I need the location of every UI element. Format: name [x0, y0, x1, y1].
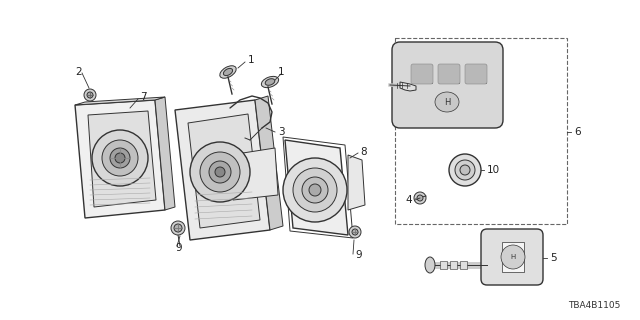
Text: 9: 9	[175, 243, 182, 253]
Text: H: H	[444, 98, 450, 107]
Ellipse shape	[223, 68, 232, 76]
FancyBboxPatch shape	[411, 64, 433, 84]
Ellipse shape	[265, 79, 275, 85]
Polygon shape	[155, 97, 175, 210]
Text: 3: 3	[278, 127, 285, 137]
Ellipse shape	[302, 177, 328, 203]
Polygon shape	[88, 111, 156, 207]
Polygon shape	[400, 82, 416, 91]
Ellipse shape	[435, 92, 459, 112]
Bar	[466, 65, 486, 83]
FancyBboxPatch shape	[392, 42, 503, 128]
Ellipse shape	[283, 158, 347, 222]
Ellipse shape	[455, 160, 475, 180]
Bar	[395, 38, 567, 224]
Text: 1: 1	[248, 55, 255, 65]
Bar	[502, 242, 524, 272]
Text: 8: 8	[360, 147, 367, 157]
FancyBboxPatch shape	[438, 64, 460, 84]
Ellipse shape	[171, 221, 185, 235]
Ellipse shape	[84, 89, 96, 101]
Bar	[460, 261, 467, 269]
Ellipse shape	[115, 153, 125, 163]
Text: 1: 1	[277, 67, 284, 77]
Bar	[412, 65, 432, 83]
Ellipse shape	[209, 161, 231, 183]
Ellipse shape	[110, 148, 130, 168]
Polygon shape	[175, 100, 270, 240]
Ellipse shape	[501, 245, 525, 269]
Ellipse shape	[174, 224, 182, 232]
Polygon shape	[188, 114, 260, 228]
Polygon shape	[230, 148, 278, 200]
Polygon shape	[348, 155, 365, 210]
Ellipse shape	[92, 130, 148, 186]
Text: 4: 4	[405, 195, 412, 205]
Bar	[450, 261, 457, 269]
Ellipse shape	[414, 192, 426, 204]
Text: TBA4B1105: TBA4B1105	[568, 300, 620, 309]
Ellipse shape	[200, 152, 240, 192]
Text: 9: 9	[355, 250, 362, 260]
Ellipse shape	[190, 142, 250, 202]
Ellipse shape	[220, 66, 236, 78]
Text: 5: 5	[550, 253, 557, 263]
Ellipse shape	[309, 184, 321, 196]
Bar	[439, 65, 459, 83]
Ellipse shape	[417, 195, 423, 201]
Text: H: H	[510, 254, 516, 260]
Text: 6: 6	[574, 127, 580, 137]
Ellipse shape	[460, 165, 470, 175]
Ellipse shape	[449, 154, 481, 186]
Ellipse shape	[352, 229, 358, 235]
Polygon shape	[255, 96, 283, 230]
Ellipse shape	[261, 76, 278, 88]
Text: 10: 10	[487, 165, 500, 175]
Ellipse shape	[293, 168, 337, 212]
FancyBboxPatch shape	[465, 64, 487, 84]
Polygon shape	[75, 100, 165, 218]
Ellipse shape	[87, 92, 93, 98]
Bar	[440, 261, 447, 269]
Ellipse shape	[215, 167, 225, 177]
Ellipse shape	[102, 140, 138, 176]
FancyBboxPatch shape	[481, 229, 543, 285]
Polygon shape	[285, 140, 348, 235]
Text: 2: 2	[75, 67, 82, 77]
Ellipse shape	[349, 226, 361, 238]
Text: 7: 7	[140, 92, 147, 102]
Polygon shape	[75, 97, 165, 105]
Ellipse shape	[425, 257, 435, 273]
